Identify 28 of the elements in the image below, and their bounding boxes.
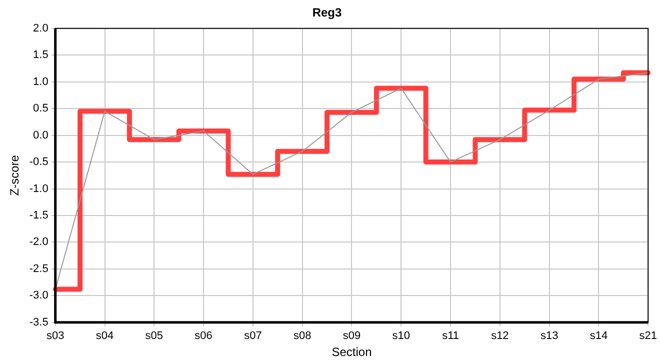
x-tick-label: s11 bbox=[442, 330, 459, 342]
y-tick-label: 2.0 bbox=[33, 22, 48, 34]
y-tick-label: -1.0 bbox=[29, 182, 48, 195]
x-tick-label: s04 bbox=[96, 330, 114, 342]
x-tick-label: s12 bbox=[491, 330, 509, 342]
x-tick-label: s08 bbox=[293, 330, 312, 342]
y-tick-label: -3.0 bbox=[29, 290, 48, 302]
x-axis-title: Section bbox=[332, 345, 372, 360]
chart-title: Reg3 bbox=[312, 6, 342, 20]
x-tick-label: s14 bbox=[590, 330, 608, 342]
x-tick-label: s13 bbox=[540, 330, 558, 342]
x-tick-label: s05 bbox=[145, 330, 164, 342]
y-tick-label: 0.5 bbox=[33, 102, 48, 115]
x-tick-label: s06 bbox=[194, 330, 212, 342]
y-tick-label: -2.5 bbox=[29, 262, 48, 275]
y-tick-label: 0.0 bbox=[33, 129, 48, 142]
y-tick-label: -2.0 bbox=[29, 236, 48, 248]
y-tick-label: 1.0 bbox=[33, 76, 48, 88]
y-tick-label: -0.5 bbox=[29, 156, 48, 168]
y-tick-label: 1.5 bbox=[33, 49, 48, 62]
y-tick-label: -3.5 bbox=[29, 316, 48, 328]
y-tick-label: -1.5 bbox=[29, 210, 48, 222]
x-tick-label: s07 bbox=[244, 330, 262, 342]
y-axis-title: Z-score bbox=[8, 154, 22, 196]
x-tick-label: s21 bbox=[639, 330, 658, 342]
x-tick-label: s03 bbox=[46, 330, 64, 342]
x-tick-label: s09 bbox=[342, 330, 361, 342]
x-tick-label: s10 bbox=[392, 330, 410, 342]
